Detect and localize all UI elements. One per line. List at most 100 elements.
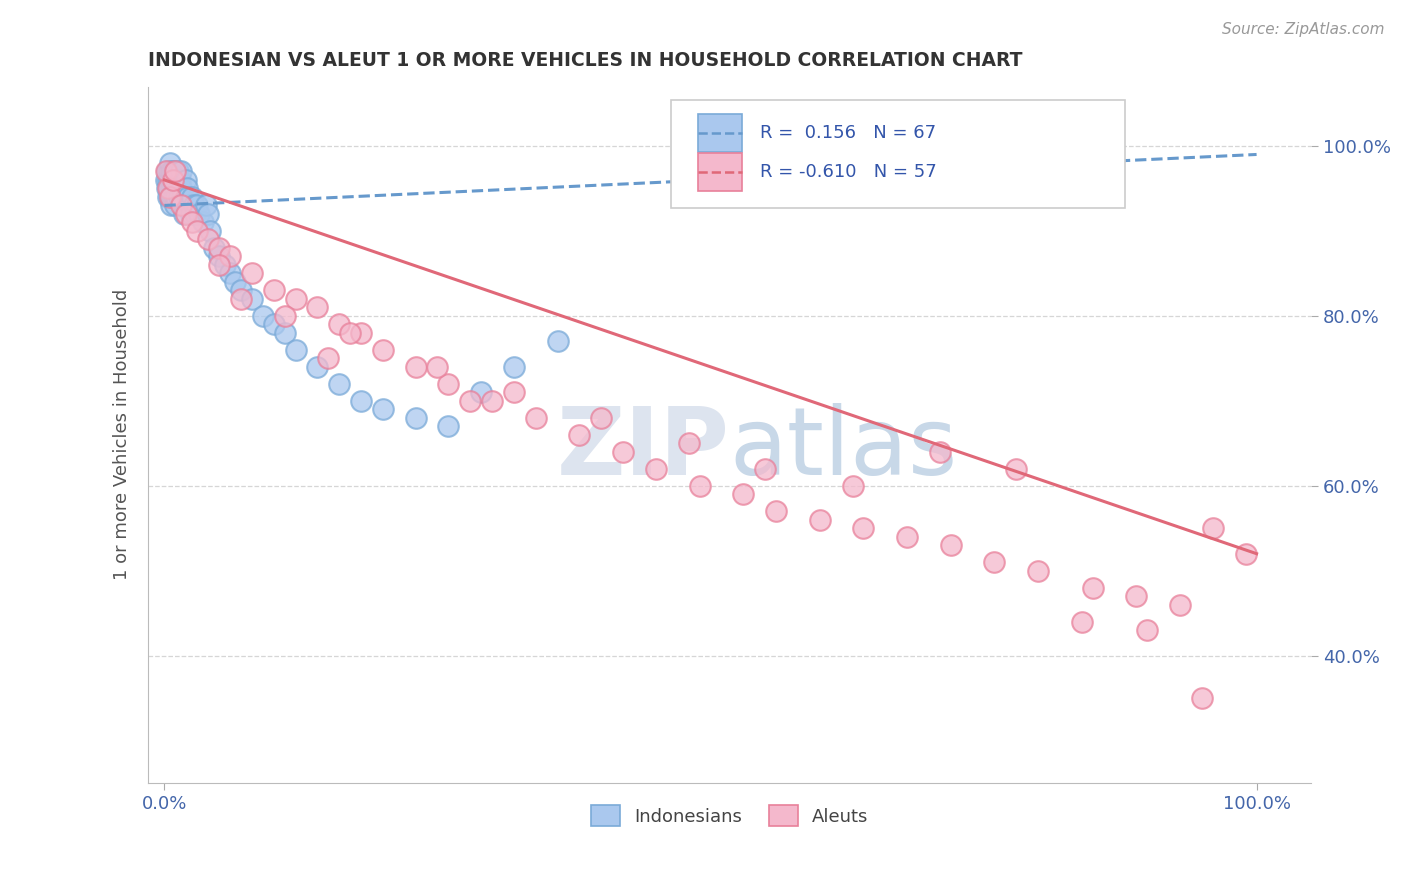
Point: [160, 164, 183, 178]
Point: [159, 173, 181, 187]
Point: [240, 266, 263, 280]
Point: [307, 301, 329, 315]
Point: [1136, 623, 1159, 637]
Point: [170, 181, 193, 195]
Point: [339, 326, 361, 340]
Text: ZIP: ZIP: [557, 402, 730, 495]
Text: atlas: atlas: [730, 402, 957, 495]
Point: [765, 504, 787, 518]
Point: [173, 207, 195, 221]
Point: [263, 318, 285, 332]
Point: [1125, 589, 1147, 603]
Point: [197, 207, 219, 221]
Point: [157, 181, 180, 195]
Text: R = -0.610   N = 57: R = -0.610 N = 57: [759, 163, 936, 181]
Point: [160, 198, 183, 212]
Point: [186, 224, 208, 238]
Point: [163, 190, 186, 204]
Point: [194, 198, 217, 212]
Point: [170, 164, 193, 178]
Point: [219, 249, 242, 263]
Point: [263, 284, 285, 298]
Point: [437, 419, 460, 434]
Point: [166, 190, 188, 204]
Point: [165, 164, 187, 178]
Bar: [699, 153, 742, 192]
Point: [156, 164, 179, 178]
Point: [167, 190, 190, 204]
Point: [170, 190, 193, 204]
Point: [503, 359, 526, 374]
Point: [371, 402, 394, 417]
Point: [645, 462, 668, 476]
Point: [1191, 691, 1213, 706]
Point: [754, 462, 776, 476]
Point: [983, 555, 1005, 569]
Point: [229, 292, 252, 306]
Point: [939, 538, 962, 552]
Point: [547, 334, 569, 349]
Point: [284, 292, 307, 306]
Point: [328, 318, 350, 332]
Point: [176, 207, 198, 221]
Point: [224, 275, 246, 289]
Point: [166, 173, 188, 187]
Point: [166, 164, 188, 178]
Point: [200, 224, 222, 238]
Point: [612, 444, 634, 458]
Point: [1081, 581, 1104, 595]
Point: [170, 198, 193, 212]
FancyBboxPatch shape: [672, 101, 1125, 209]
Point: [202, 241, 225, 255]
Point: [186, 198, 208, 212]
Point: [162, 164, 184, 178]
Point: [184, 207, 207, 221]
Point: [405, 410, 427, 425]
Point: [273, 326, 295, 340]
Point: [179, 198, 201, 212]
Point: [350, 393, 373, 408]
Point: [208, 241, 231, 255]
Point: [188, 207, 211, 221]
Point: [156, 181, 179, 195]
Point: [852, 521, 875, 535]
Point: [284, 343, 307, 357]
Point: [350, 326, 373, 340]
Point: [219, 266, 242, 280]
Point: [156, 181, 179, 195]
Point: [437, 376, 460, 391]
Point: [371, 343, 394, 357]
Point: [896, 530, 918, 544]
Legend: Indonesians, Aleuts: Indonesians, Aleuts: [583, 798, 876, 833]
Point: [160, 173, 183, 187]
Point: [180, 207, 202, 221]
Point: [214, 258, 236, 272]
Point: [183, 198, 205, 212]
Point: [159, 190, 181, 204]
Text: R =  0.156   N = 67: R = 0.156 N = 67: [759, 124, 936, 142]
Point: [180, 190, 202, 204]
Point: [503, 385, 526, 400]
Point: [689, 479, 711, 493]
Point: [166, 181, 188, 195]
Point: [591, 410, 613, 425]
Point: [197, 232, 219, 246]
Point: [208, 258, 231, 272]
Point: [240, 292, 263, 306]
Point: [252, 309, 274, 323]
Point: [1168, 598, 1191, 612]
Point: [229, 284, 252, 298]
Y-axis label: 1 or more Vehicles in Household: 1 or more Vehicles in Household: [114, 289, 131, 581]
Point: [165, 181, 187, 195]
Text: Source: ZipAtlas.com: Source: ZipAtlas.com: [1222, 22, 1385, 37]
Point: [470, 385, 492, 400]
Point: [678, 436, 700, 450]
Point: [928, 444, 950, 458]
Point: [426, 359, 449, 374]
Point: [568, 427, 591, 442]
Point: [1026, 564, 1049, 578]
Point: [1070, 615, 1092, 629]
Point: [808, 513, 831, 527]
Point: [157, 164, 180, 178]
Point: [172, 198, 194, 212]
